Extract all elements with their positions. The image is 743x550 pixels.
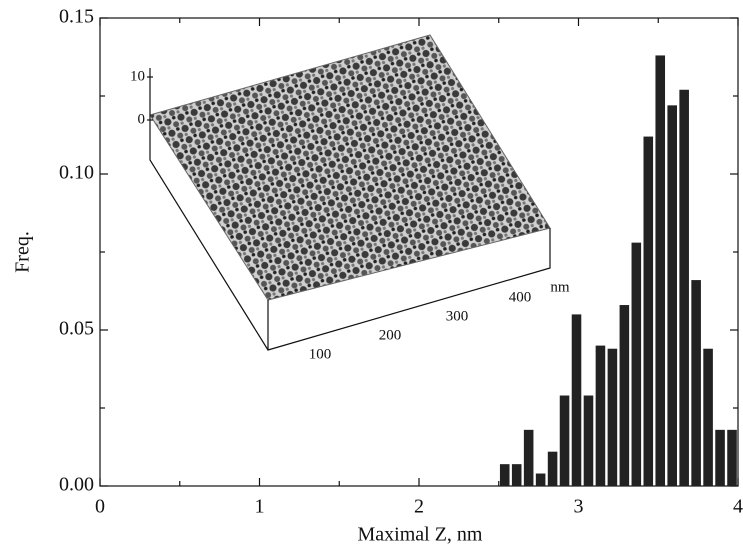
afm-surface [149,34,551,301]
x-tick-label: 2 [414,496,424,518]
y-axis-label: Freq. [12,231,34,273]
bar [499,464,510,486]
inset-unit: nm [550,279,570,295]
bar [595,345,606,486]
bar [679,89,689,486]
x-tick-label: 0 [95,496,105,518]
bar [631,242,642,486]
x-tick-label: 3 [574,496,584,518]
bar [691,280,701,486]
bar [667,105,677,487]
bar [619,305,630,486]
bar [607,348,618,486]
bar [523,429,534,486]
bar [547,451,558,486]
x-axis-label: Maximal Z, nm [358,524,483,546]
y-tick-label: 0.10 [59,162,94,184]
bar [559,395,570,486]
inset-xy-tick-label: 400 [509,289,532,305]
bar [715,429,725,486]
bar [703,348,713,486]
bar [655,55,666,486]
inset-z-tick-label: 0 [138,111,146,127]
x-tick-label: 1 [255,496,265,518]
inset-xy-tick-label: 200 [379,327,402,343]
bar [535,473,546,486]
x-tick-label: 4 [733,496,743,518]
bar [727,429,737,486]
bar [511,464,522,486]
bar [643,136,654,486]
inset-xy-tick-label: 300 [446,308,469,324]
bar [571,314,582,486]
y-tick-label: 0.15 [59,6,94,28]
inset-z-tick-label: 10 [130,68,145,84]
inset-xy-tick-label: 100 [309,346,332,362]
y-tick-label: 0.00 [59,474,94,496]
bar [583,395,594,486]
y-tick-label: 0.05 [59,318,94,340]
